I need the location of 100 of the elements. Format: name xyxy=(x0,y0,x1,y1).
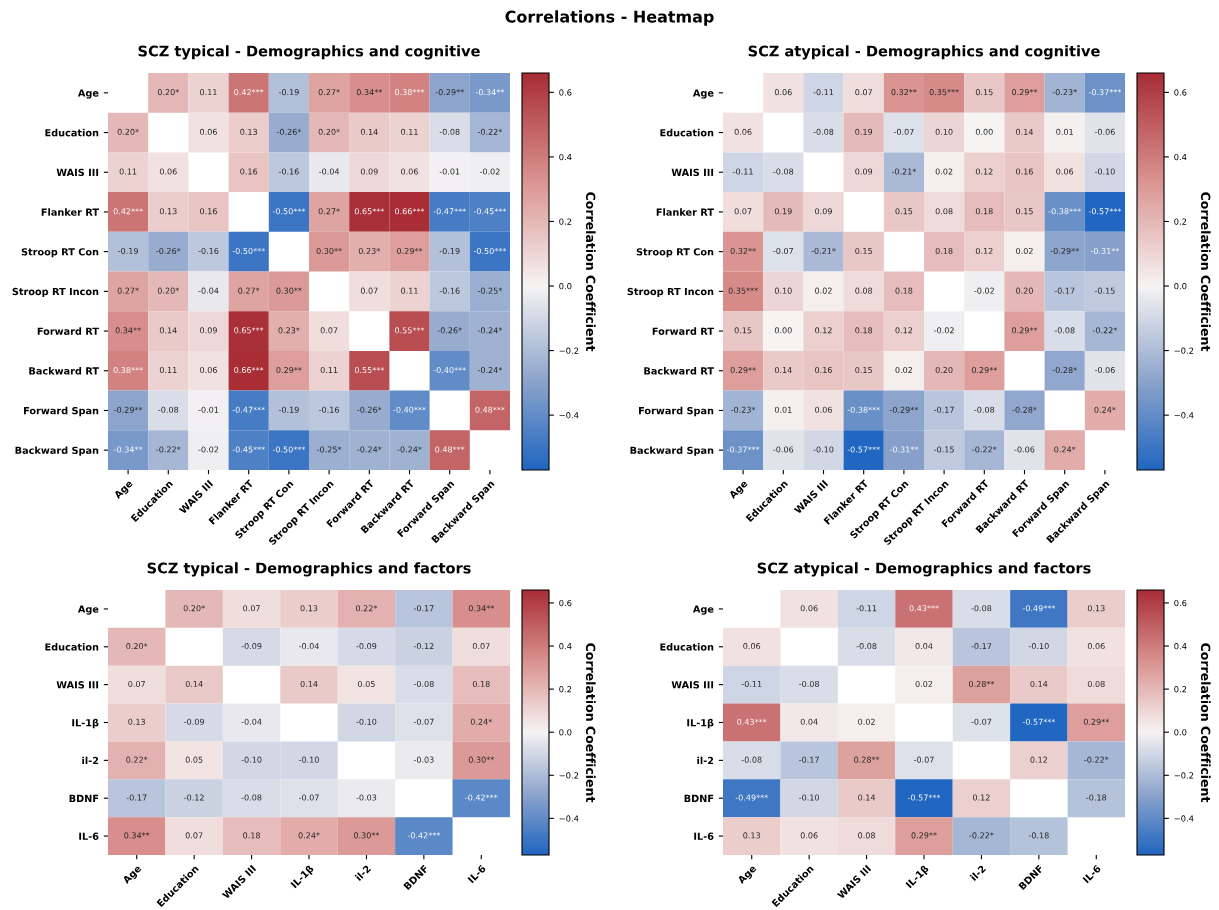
y-tick-label: Forward Span xyxy=(24,406,99,417)
data-label: -0.17 xyxy=(799,756,819,763)
data-label: 0.10 xyxy=(935,128,953,135)
data-label: -0.22* xyxy=(1092,327,1118,334)
data-label: -0.28* xyxy=(1052,366,1077,374)
y-tick-label: Stroop RT Incon xyxy=(627,287,714,298)
data-label: -0.31** xyxy=(1090,247,1120,254)
data-label: 0.20* xyxy=(117,128,139,135)
data-label: -0.22* xyxy=(972,446,997,453)
color-bar-label: −0.4 xyxy=(559,412,579,419)
data-label: -0.18 xyxy=(1086,794,1107,801)
data-label: 0.13 xyxy=(300,605,318,612)
data-label: -0.08 xyxy=(856,643,877,650)
y-tick-label: Education xyxy=(45,643,99,651)
data-label: 0.08 xyxy=(855,287,873,294)
data-label: 0.48*** xyxy=(435,446,465,453)
data-label: -0.57*** xyxy=(1088,208,1122,215)
data-label: 0.11 xyxy=(159,366,177,374)
data-label: 0.30** xyxy=(353,832,380,839)
data-label: 0.19 xyxy=(855,128,873,135)
color-bar-label: 0.0 xyxy=(559,283,572,290)
y-tick-label: IL-6 xyxy=(79,832,99,840)
data-label: 0.29** xyxy=(1012,89,1038,96)
data-label: 0.06 xyxy=(1056,168,1074,175)
data-label: 0.29** xyxy=(730,366,756,374)
data-label: -0.07 xyxy=(773,247,794,254)
data-label: -0.50*** xyxy=(272,208,306,215)
data-label: -0.17 xyxy=(413,605,434,612)
data-label: -0.22* xyxy=(477,128,503,135)
data-label: 0.28** xyxy=(968,680,995,687)
data-label: 0.20* xyxy=(126,643,148,650)
color-bar-label: −0.2 xyxy=(559,347,579,354)
data-label: 0.30** xyxy=(316,247,342,254)
data-label: 0.11 xyxy=(320,366,338,374)
data-label: 0.02 xyxy=(935,168,953,175)
text: Correlations - Heatmap xyxy=(505,10,714,26)
y-tick-label: Education xyxy=(660,643,714,651)
data-label: 0.35*** xyxy=(929,89,959,96)
data-label: -0.02 xyxy=(934,327,954,334)
data-label: 0.15 xyxy=(855,366,872,374)
data-label: -0.24* xyxy=(477,327,503,334)
data-label: 0.24* xyxy=(1094,406,1116,413)
data-label: -0.57*** xyxy=(907,794,941,801)
data-label: 0.19 xyxy=(774,208,792,215)
data-label: 0.04 xyxy=(915,643,933,650)
data-label: 0.27* xyxy=(238,287,260,294)
data-label: -0.07 xyxy=(893,128,914,135)
data-label: -0.09 xyxy=(356,643,377,650)
data-label: -0.01 xyxy=(439,168,460,175)
data-label: -0.11 xyxy=(733,168,753,175)
data-label: 0.32** xyxy=(730,247,756,254)
data-label: 0.23* xyxy=(358,247,381,254)
data-label: 0.18 xyxy=(975,208,993,215)
data-label: -0.38*** xyxy=(847,406,880,413)
data-label: 0.27* xyxy=(318,89,340,96)
data-label: 0.18 xyxy=(243,832,260,839)
data-label: -0.17 xyxy=(971,643,992,650)
data-label: 0.12 xyxy=(895,327,913,334)
data-label: -0.26* xyxy=(276,128,302,135)
data-label: -0.07 xyxy=(298,794,319,801)
data-label: 0.15 xyxy=(975,89,993,96)
data-label: 0.09 xyxy=(360,168,378,175)
data-label: 0.65*** xyxy=(354,208,385,215)
y-tick-label: Forward RT xyxy=(652,327,714,335)
data-label: -0.04 xyxy=(241,718,262,725)
data-label: -0.06 xyxy=(1094,128,1115,135)
data-label: 0.09 xyxy=(855,168,873,175)
data-label: 0.07 xyxy=(128,680,145,687)
data-label: 0.20* xyxy=(318,128,340,135)
data-label: 0.28** xyxy=(854,756,880,763)
data-label: -0.11 xyxy=(741,680,762,687)
data-label: -0.28* xyxy=(1012,406,1037,413)
data-label: 0.06 xyxy=(200,128,217,135)
data-label: 0.15 xyxy=(855,247,872,254)
color-bar-title: Correlation Coefficient xyxy=(1200,192,1211,352)
data-label: 0.12 xyxy=(975,247,993,254)
data-label: 0.34** xyxy=(124,832,150,839)
color-bar-label: 0.4 xyxy=(1174,153,1187,161)
data-label: -0.50*** xyxy=(272,446,306,453)
data-label: 0.15 xyxy=(734,327,752,334)
data-label: 0.15 xyxy=(1016,208,1033,215)
data-label: 0.42*** xyxy=(113,208,143,215)
data-label: 0.43*** xyxy=(909,605,939,612)
data-label: -0.19 xyxy=(278,89,299,96)
y-tick-label: Backward RT xyxy=(644,367,714,375)
data-label: 0.29** xyxy=(1012,327,1038,334)
data-label: -0.45*** xyxy=(473,208,507,215)
data-label: 0.11 xyxy=(401,287,418,294)
color-bar-label: −0.4 xyxy=(1174,412,1194,419)
y-tick-label: il-2 xyxy=(697,756,714,765)
data-label: 0.04 xyxy=(800,718,818,725)
data-label: -0.40*** xyxy=(433,366,466,374)
data-label: -0.22* xyxy=(1084,756,1109,763)
data-label: -0.17 xyxy=(126,794,147,801)
data-label: -0.08 xyxy=(741,756,762,763)
data-label: 0.14 xyxy=(159,327,177,334)
data-label: -0.10 xyxy=(1028,643,1049,650)
y-tick-label: IL-6 xyxy=(694,832,714,840)
data-label: -0.07 xyxy=(413,718,434,725)
data-label: 0.08 xyxy=(935,208,953,215)
